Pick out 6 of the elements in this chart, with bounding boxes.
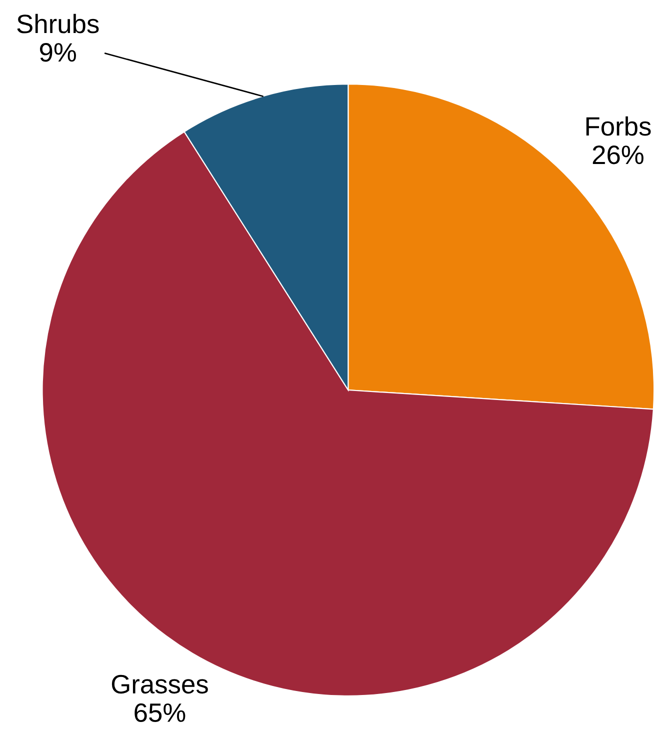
data-label: 65% [134,703,186,722]
slice-label: Shrubs [17,14,99,34]
slice-label: Grasses [112,674,208,694]
slice-label: Forbs [586,116,651,136]
data-label: 26% [592,146,644,164]
data-label: 9% [40,43,76,62]
